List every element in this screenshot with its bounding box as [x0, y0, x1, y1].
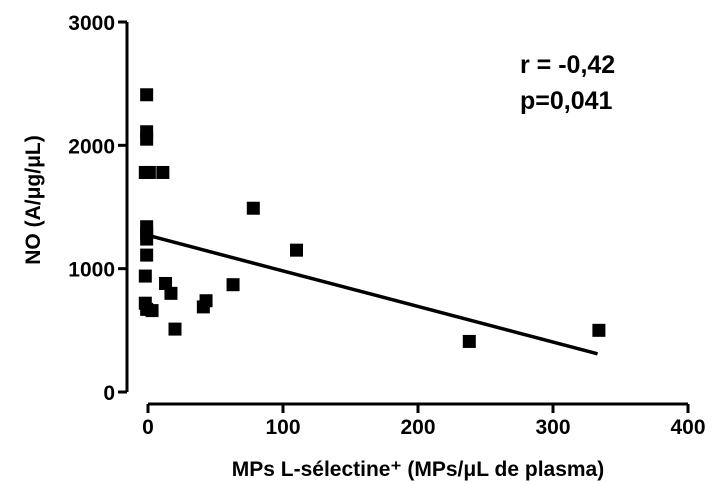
data-point: [138, 269, 152, 283]
y-axis-title: NO (A/μg/μL): [22, 135, 45, 265]
data-point: [140, 232, 154, 246]
y-tick-label: 2000: [68, 135, 115, 158]
data-point: [140, 132, 154, 146]
x-tick-label: 100: [265, 416, 300, 439]
y-tick-label: 0: [103, 382, 115, 405]
x-axis: 0 100 200 300 400: [142, 402, 706, 439]
data-point: [140, 88, 154, 102]
correlation-annotation: r = -0,42: [520, 51, 615, 79]
data-point: [290, 243, 303, 257]
data-point: [145, 304, 159, 318]
x-axis-title: MPs L-sélectine⁺ (MPs/μL de plasma): [232, 458, 604, 481]
y-axis: 0 1000 2000 3000: [68, 12, 129, 405]
y-tick-label: 3000: [68, 12, 115, 35]
data-point: [142, 165, 156, 179]
data-point: [159, 276, 173, 290]
x-tick-label: 300: [535, 416, 570, 439]
regression-line: [147, 233, 598, 356]
y-tick-label: 1000: [68, 259, 115, 282]
x-tick-label: 200: [400, 416, 435, 439]
data-point: [462, 334, 476, 348]
data-point: [140, 248, 154, 262]
data-point: [592, 323, 606, 337]
data-point: [226, 278, 240, 292]
regression-line-group: [147, 233, 598, 356]
data-point: [199, 294, 213, 308]
data-point: [246, 201, 260, 215]
data-point: [168, 322, 182, 336]
p-value-annotation: p=0,041: [520, 87, 613, 115]
data-points: [138, 88, 606, 348]
data-point: [156, 165, 170, 179]
x-tick-label: 0: [142, 416, 154, 439]
x-tick-label: 400: [670, 416, 705, 439]
data-point: [164, 286, 178, 300]
